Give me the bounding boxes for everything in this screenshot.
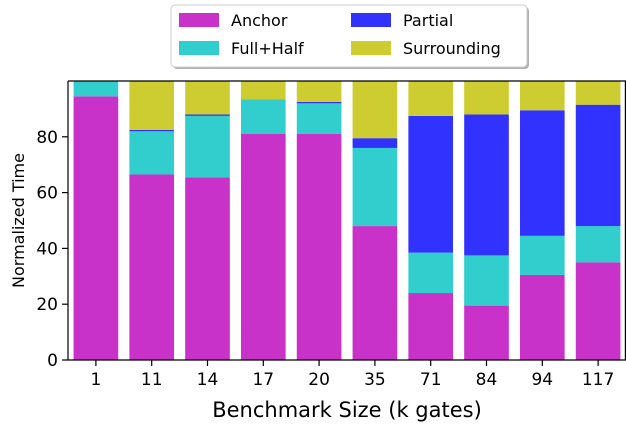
bar-partial-14 (185, 114, 230, 116)
bar-anchor-20 (296, 134, 342, 360)
y-ticks-group: 0 20 40 60 80 (36, 128, 68, 371)
bar-anchor-17 (240, 134, 286, 360)
bar-full-half-84 (464, 255, 509, 306)
legend-swatch-surrounding (351, 41, 391, 55)
legend-swatch-partial (351, 13, 391, 27)
bar-surrounding-71 (408, 81, 454, 116)
legend-label-anchor: Anchor (231, 11, 288, 30)
x-tick-label-20: 20 (308, 370, 330, 390)
bar-surrounding-84 (464, 81, 509, 115)
bar-surrounding-11 (129, 81, 175, 130)
x-tick-label-14: 14 (197, 370, 219, 390)
legend-swatch-full-half (179, 41, 219, 55)
x-tick-label-117: 117 (582, 370, 614, 390)
bar-partial-94 (519, 110, 565, 236)
x-tick-label-1: 1 (90, 370, 101, 390)
bar-anchor-94 (519, 274, 565, 360)
bar-full-half-20 (296, 103, 342, 135)
bars-group (73, 81, 621, 360)
bar-partial-117 (575, 104, 621, 227)
legend: Anchor Full+Half Partial Surrounding (170, 4, 529, 69)
bar-full-half-71 (408, 252, 454, 294)
x-tick-label-94: 94 (531, 370, 553, 390)
x-axis-label: Benchmark Size (k gates) (212, 398, 482, 422)
bar-surrounding-14 (185, 81, 230, 115)
legend-label-surrounding: Surrounding (403, 39, 501, 58)
bar-surrounding-35 (352, 81, 398, 139)
legend-swatch-anchor (179, 13, 219, 27)
bar-surrounding-117 (575, 81, 621, 105)
y-axis-label: Normalized Time (9, 153, 28, 288)
bar-anchor-14 (185, 177, 230, 360)
y-tick-label-40: 40 (36, 239, 58, 259)
x-tick-label-35: 35 (364, 370, 386, 390)
bar-full-half-14 (185, 115, 230, 178)
bar-anchor-11 (129, 174, 175, 360)
bar-partial-84 (464, 114, 509, 256)
bar-full-half-1 (73, 81, 119, 97)
bar-anchor-1 (73, 96, 119, 360)
y-tick-label-80: 80 (36, 128, 58, 148)
bar-partial-11 (129, 129, 175, 132)
bar-full-half-17 (240, 99, 286, 135)
bar-anchor-117 (575, 262, 621, 360)
bar-partial-35 (352, 138, 398, 148)
legend-label-full-half: Full+Half (231, 39, 304, 58)
y-tick-label-60: 60 (36, 184, 58, 204)
bar-full-half-11 (129, 131, 175, 175)
bar-surrounding-20 (296, 81, 342, 102)
bar-full-half-35 (352, 147, 398, 227)
legend-frame (170, 4, 528, 68)
x-ticks-group: 1 11 14 17 20 35 71 84 94 117 (90, 360, 614, 390)
bar-partial-71 (408, 115, 454, 253)
legend-label-partial: Partial (403, 11, 453, 30)
bar-anchor-71 (408, 293, 454, 360)
x-tick-label-11: 11 (141, 370, 163, 390)
bar-partial-20 (296, 101, 342, 104)
bar-surrounding-94 (519, 81, 565, 111)
bar-anchor-35 (352, 226, 398, 360)
x-tick-label-71: 71 (420, 370, 442, 390)
bar-full-half-117 (575, 226, 621, 263)
bar-full-half-94 (519, 235, 565, 275)
bar-anchor-84 (464, 305, 509, 360)
x-tick-label-17: 17 (252, 370, 274, 390)
axes-group (67, 80, 626, 361)
x-tick-label-84: 84 (476, 370, 498, 390)
y-tick-label-20: 20 (36, 295, 58, 315)
bar-surrounding-17 (240, 81, 286, 100)
y-tick-label-0: 0 (47, 351, 58, 371)
